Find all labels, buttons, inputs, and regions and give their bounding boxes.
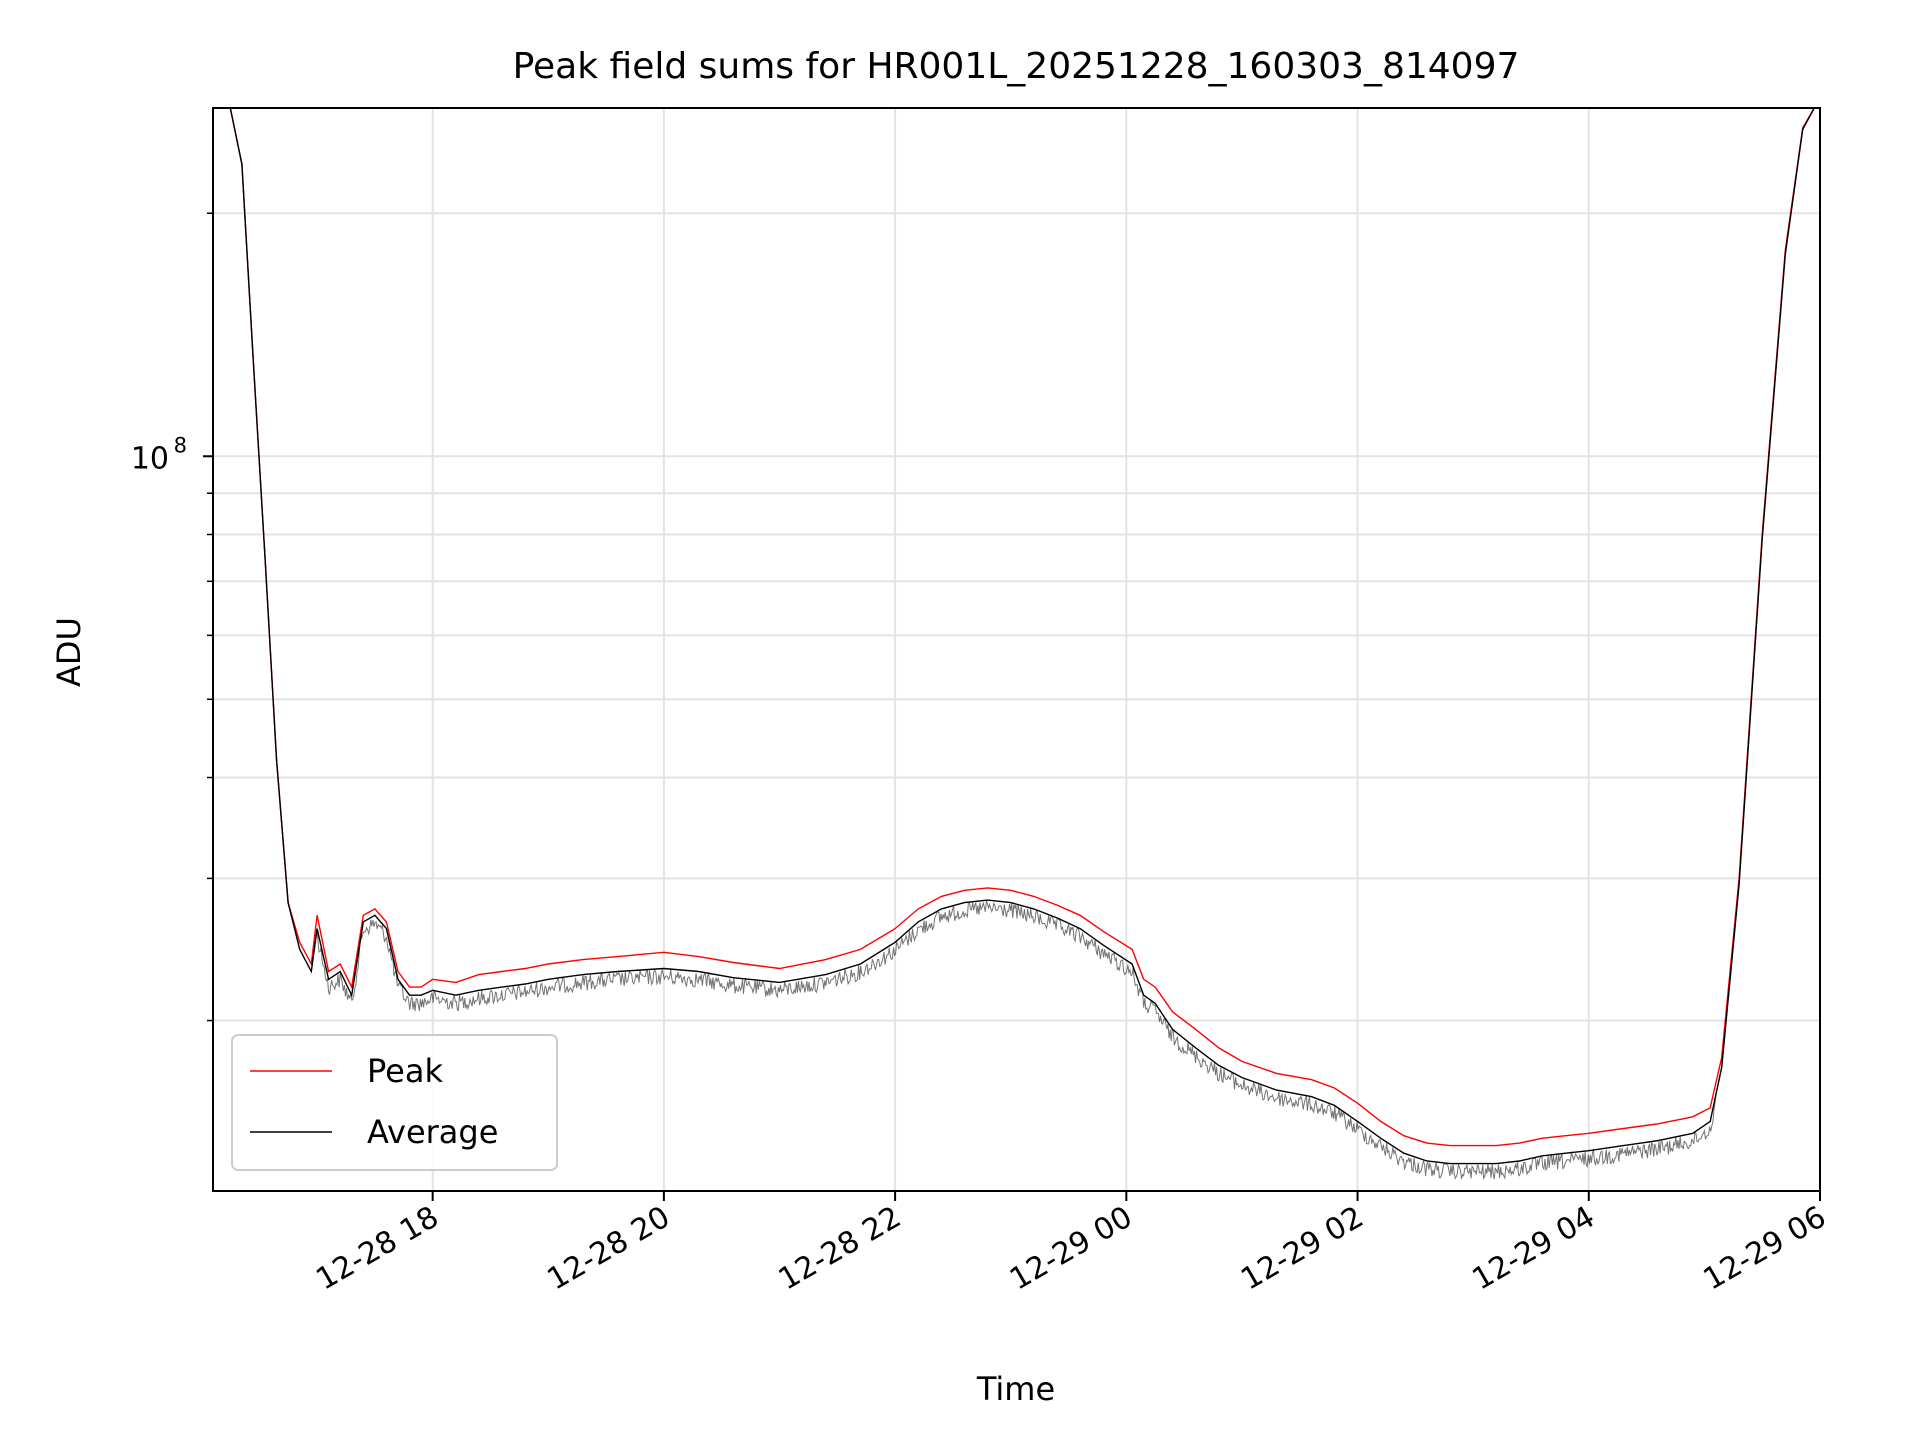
legend-box <box>231 1034 558 1171</box>
chart-title: Peak field sums for HR001L_20251228_1603… <box>513 46 1520 87</box>
legend-label-average: Average <box>367 1113 498 1151</box>
series-line-peak <box>229 108 1815 1147</box>
x-axis-label: Time <box>976 1370 1055 1408</box>
plot-area <box>229 108 1815 1180</box>
y-tick-exponent: 8 <box>174 433 187 457</box>
legend: Peak Average <box>231 1034 558 1171</box>
series-line-average <box>229 108 1815 1165</box>
grid <box>213 108 1821 1191</box>
average-noise-band <box>229 108 1815 1180</box>
y-tick-label: 10 8 <box>131 433 187 476</box>
plot-frame <box>212 107 1821 1192</box>
y-tick-base: 10 <box>131 441 169 476</box>
legend-label-peak: Peak <box>367 1052 443 1090</box>
y-axis-label: ADU <box>50 617 88 687</box>
